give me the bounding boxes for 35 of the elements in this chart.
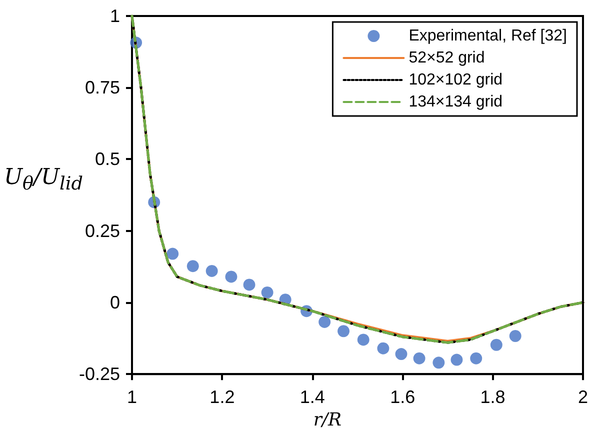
legend-label: 52×52 grid xyxy=(408,50,485,66)
point xyxy=(432,356,445,369)
y-tick-label: 0.75 xyxy=(84,78,120,98)
point xyxy=(509,330,522,342)
legend-label: 134×134 grid xyxy=(408,94,503,110)
legend-label: Experimental, Ref [32] xyxy=(408,28,567,44)
x-tick-label: 1.8 xyxy=(480,387,506,408)
legend-label: 102×102 grid xyxy=(408,72,503,88)
y-tick-label: -0.25 xyxy=(78,364,120,384)
y-axis-title: U$_{θ}$/U$_{lid}$ xyxy=(4,165,84,194)
x-tick-label: 1 xyxy=(126,387,138,408)
point xyxy=(470,352,482,364)
x-tick-label: 1.2 xyxy=(210,387,235,408)
y-tick-label: 1 xyxy=(110,6,120,26)
point xyxy=(413,352,426,364)
point xyxy=(357,334,370,346)
x-tick-label: 1.4 xyxy=(300,387,325,408)
y-tick-label: 0.25 xyxy=(84,220,120,241)
point xyxy=(166,248,179,260)
point xyxy=(318,316,331,328)
point xyxy=(377,342,390,354)
point xyxy=(261,286,274,298)
point xyxy=(243,278,256,291)
y-tick-label: 0.5 xyxy=(94,149,120,170)
x-tick-label: 2 xyxy=(578,387,588,408)
point xyxy=(186,260,199,272)
x-tick-label: 1.6 xyxy=(390,387,416,408)
point xyxy=(206,264,218,277)
point xyxy=(490,338,502,351)
point xyxy=(225,270,238,283)
point xyxy=(338,325,350,338)
point xyxy=(450,354,463,366)
x-axis-title: r/R xyxy=(313,410,342,430)
point xyxy=(395,348,408,360)
y-tick-label: 0 xyxy=(110,292,120,312)
